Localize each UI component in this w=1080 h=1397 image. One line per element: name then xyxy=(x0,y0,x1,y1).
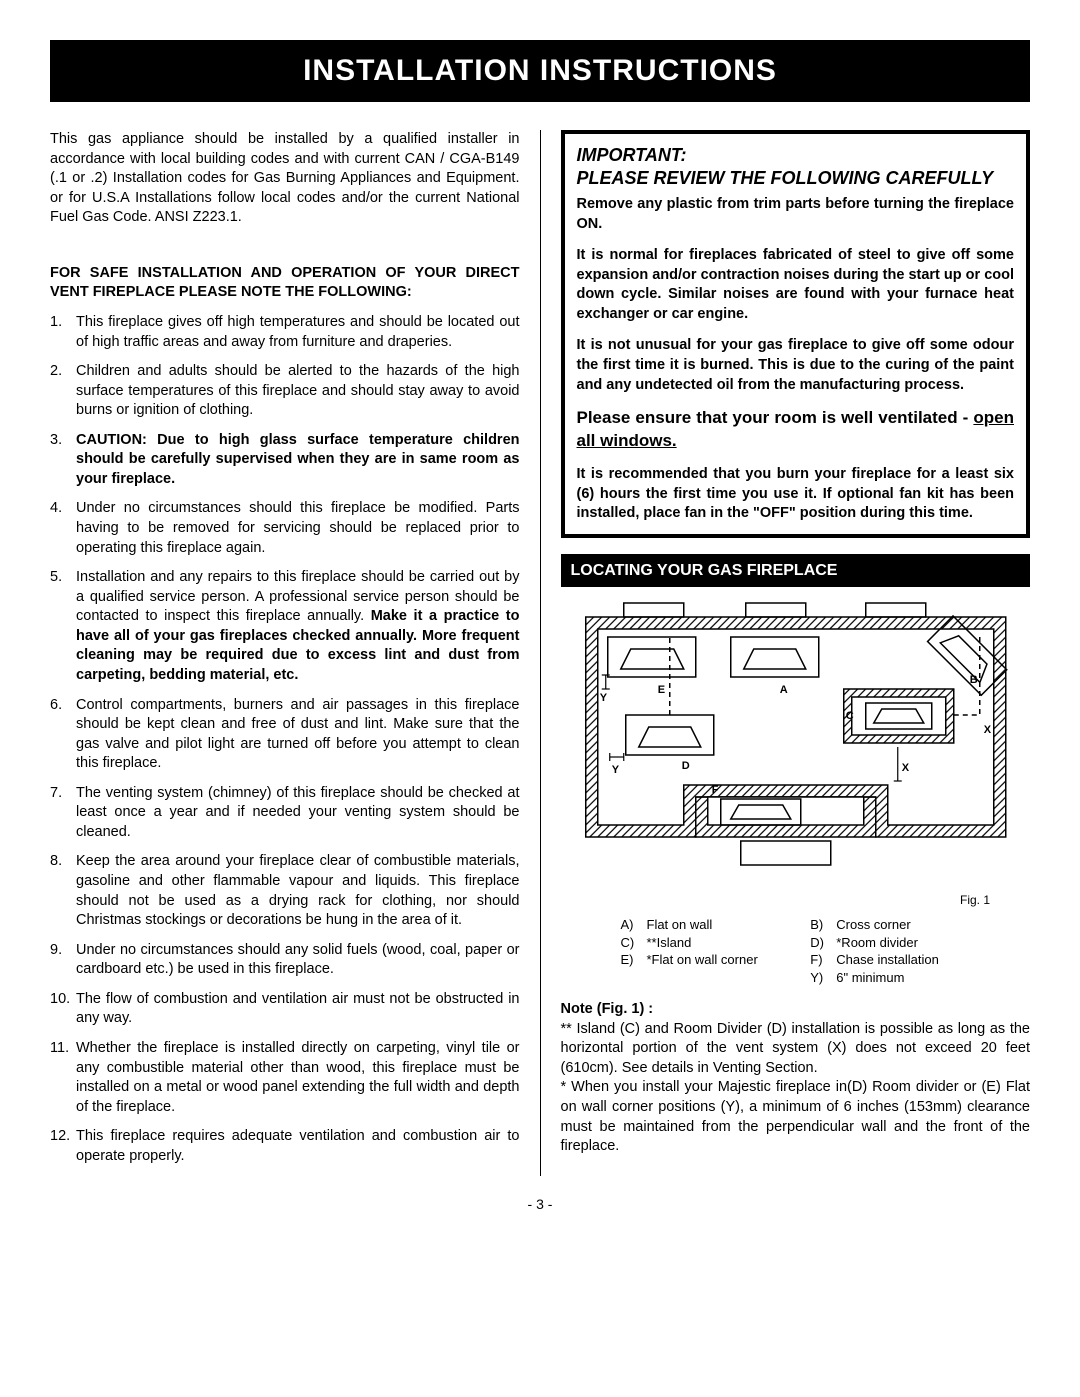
legend-value: 6" minimum xyxy=(836,969,904,987)
right-column: IMPORTANT: PLEASE REVIEW THE FOLLOWING C… xyxy=(541,130,1031,1176)
important-head-2: PLEASE REVIEW THE FOLLOWING CAREFULLY xyxy=(577,168,994,188)
diagram-label-E: E xyxy=(657,684,664,696)
safety-list-item: Children and adults should be alerted to… xyxy=(50,362,520,421)
safety-list-item: Under no circumstances should this firep… xyxy=(50,499,520,558)
safety-list-item: Installation and any repairs to this fir… xyxy=(50,568,520,685)
page-number: - 3 - xyxy=(50,1196,1030,1212)
intro-paragraph: This gas appliance should be installed b… xyxy=(50,130,520,228)
diagram-label-B: B xyxy=(969,674,977,686)
note-fig-t1: ** Island (C) and Room Divider (D) insta… xyxy=(561,1021,1031,1076)
legend-row: A)Flat on wallB)Cross corner xyxy=(621,916,1001,934)
safety-list-item: This fireplace gives off high temperatur… xyxy=(50,313,520,352)
important-p5: It is recommended that you burn your fir… xyxy=(577,465,1015,524)
diagram-label-F: F xyxy=(711,784,718,796)
important-p3: It is not unusual for your gas fireplace… xyxy=(577,336,1015,395)
legend-key: B) xyxy=(810,916,836,934)
diagram-label-C: C xyxy=(845,710,853,722)
legend-cell: Y)6" minimum xyxy=(810,969,1000,987)
page-title-bar: INSTALLATION INSTRUCTIONS xyxy=(50,40,1030,102)
important-heading: IMPORTANT: PLEASE REVIEW THE FOLLOWING C… xyxy=(577,144,1015,189)
safety-list-item: This fireplace requires adequate ventila… xyxy=(50,1127,520,1166)
note-fig-t2: * When you install your Majestic firepla… xyxy=(561,1079,1031,1154)
legend-key xyxy=(621,969,647,987)
important-p2: It is normal for fireplaces fabricated o… xyxy=(577,246,1015,324)
diagram-label-X2: X xyxy=(901,762,909,774)
locating-section-heading: LOCATING YOUR GAS FIREPLACE xyxy=(561,554,1031,588)
legend-value: *Flat on wall corner xyxy=(647,951,758,969)
safety-list-item: The venting system (chimney) of this fir… xyxy=(50,784,520,843)
legend-value: Chase installation xyxy=(836,951,939,969)
important-p4: Please ensure that your room is well ven… xyxy=(577,407,1015,453)
safety-list-item: CAUTION: Due to high glass surface tempe… xyxy=(50,431,520,490)
legend-value: Flat on wall xyxy=(647,916,713,934)
legend-row: Y)6" minimum xyxy=(621,969,1001,987)
diagram-label-Y1: Y xyxy=(599,692,607,704)
legend-value: *Room divider xyxy=(836,934,918,952)
legend-key: Y) xyxy=(810,969,836,987)
diagram-label-X: X xyxy=(983,724,991,736)
important-head-1: IMPORTANT: xyxy=(577,145,687,165)
legend-cell: E)*Flat on wall corner xyxy=(621,951,811,969)
safety-list-item: Keep the area around your fireplace clea… xyxy=(50,852,520,930)
important-p4a: Please ensure that your room is well ven… xyxy=(577,408,974,427)
safety-list-item: The flow of combustion and ventilation a… xyxy=(50,990,520,1029)
legend-key: D) xyxy=(810,934,836,952)
safety-list-item: Whether the fireplace is installed direc… xyxy=(50,1039,520,1117)
note-fig-head: Note (Fig. 1) : xyxy=(561,1001,654,1017)
legend-cell: D)*Room divider xyxy=(810,934,1000,952)
legend-key: F) xyxy=(810,951,836,969)
note-fig-block: Note (Fig. 1) : ** Island (C) and Room D… xyxy=(561,1000,1031,1157)
left-column: This gas appliance should be installed b… xyxy=(50,130,541,1176)
legend-key: C) xyxy=(621,934,647,952)
safety-list-item: Control compartments, burners and air pa… xyxy=(50,696,520,774)
legend-cell: B)Cross corner xyxy=(810,916,1000,934)
legend-cell: C)**Island xyxy=(621,934,811,952)
diagram-label-D: D xyxy=(681,760,689,772)
legend-value: **Island xyxy=(647,934,692,952)
legend-row: E)*Flat on wall cornerF)Chase installati… xyxy=(621,951,1001,969)
important-box: IMPORTANT: PLEASE REVIEW THE FOLLOWING C… xyxy=(561,130,1031,538)
legend-key: A) xyxy=(621,916,647,934)
diagram-label-Y2: Y xyxy=(611,764,619,776)
diagram-legend: A)Flat on wallB)Cross cornerC)**IslandD)… xyxy=(561,916,1031,986)
legend-value: Cross corner xyxy=(836,916,910,934)
safety-list-item: Under no circumstances should any solid … xyxy=(50,941,520,980)
legend-key: E) xyxy=(621,951,647,969)
legend-cell: A)Flat on wall xyxy=(621,916,811,934)
safety-note-heading: FOR SAFE INSTALLATION AND OPERATION OF Y… xyxy=(50,264,520,303)
legend-cell xyxy=(621,969,811,987)
figure-label: Fig. 1 xyxy=(561,892,1031,908)
two-column-layout: This gas appliance should be installed b… xyxy=(50,130,1030,1176)
safety-list: This fireplace gives off high temperatur… xyxy=(50,313,520,1166)
legend-row: C)**IslandD)*Room divider xyxy=(621,934,1001,952)
important-p1: Remove any plastic from trim parts befor… xyxy=(577,195,1015,234)
diagram-label-A: A xyxy=(779,684,787,696)
floorplan-diagram: E A B C X X D Y Y F xyxy=(561,597,1031,877)
legend-cell: F)Chase installation xyxy=(810,951,1000,969)
